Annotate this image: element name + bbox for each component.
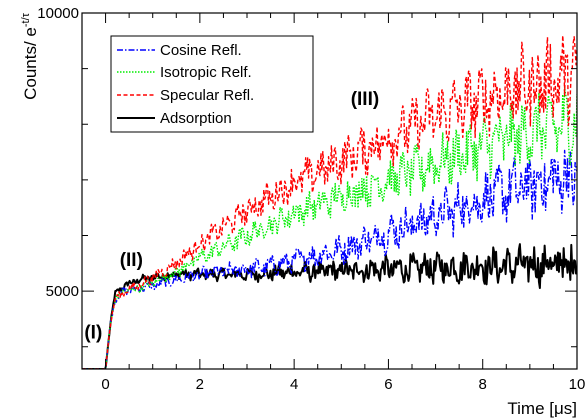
annotation-3: (III) [351,89,380,110]
y-tick-label: 10000 [37,5,79,22]
series-line-cosine [82,149,577,369]
x-tick-label: 6 [384,376,392,393]
legend-label-adsorption: Adsorption [160,110,232,127]
x-tick-label: 8 [479,376,487,393]
annotation-layer: (I) (II) (III) [84,89,379,344]
x-tick-label: 0 [101,376,109,393]
ticks-layer [81,12,578,369]
y-axis-title-sup: -t/τ [20,12,32,27]
plot-frame [81,12,578,370]
annotation-2: (II) [120,250,143,271]
legend: Cosine Refl. Isotropic Relf. Specular Re… [110,35,314,133]
legend-label-cosine: Cosine Refl. [160,42,242,59]
tick-label-layer: 0 2 4 6 8 10 5000 10000 [37,5,585,393]
y-axis-title: Counts/ e-t/τ [20,12,40,100]
annotation-1: (I) [84,322,102,343]
y-tick-label: 5000 [46,283,79,300]
x-tick-label: 10 [569,376,585,393]
x-tick-label: 2 [196,376,204,393]
legend-box [110,35,314,133]
series-layer [82,34,577,369]
legend-label-specular: Specular Refl. [160,87,254,104]
x-tick-label: 4 [290,376,298,393]
series-line-isotropic [82,86,577,369]
x-axis-title: Time [μs] [507,399,577,418]
y-axis-title-main: Counts/ e [21,27,40,100]
legend-label-isotropic: Isotropic Relf. [160,64,252,81]
